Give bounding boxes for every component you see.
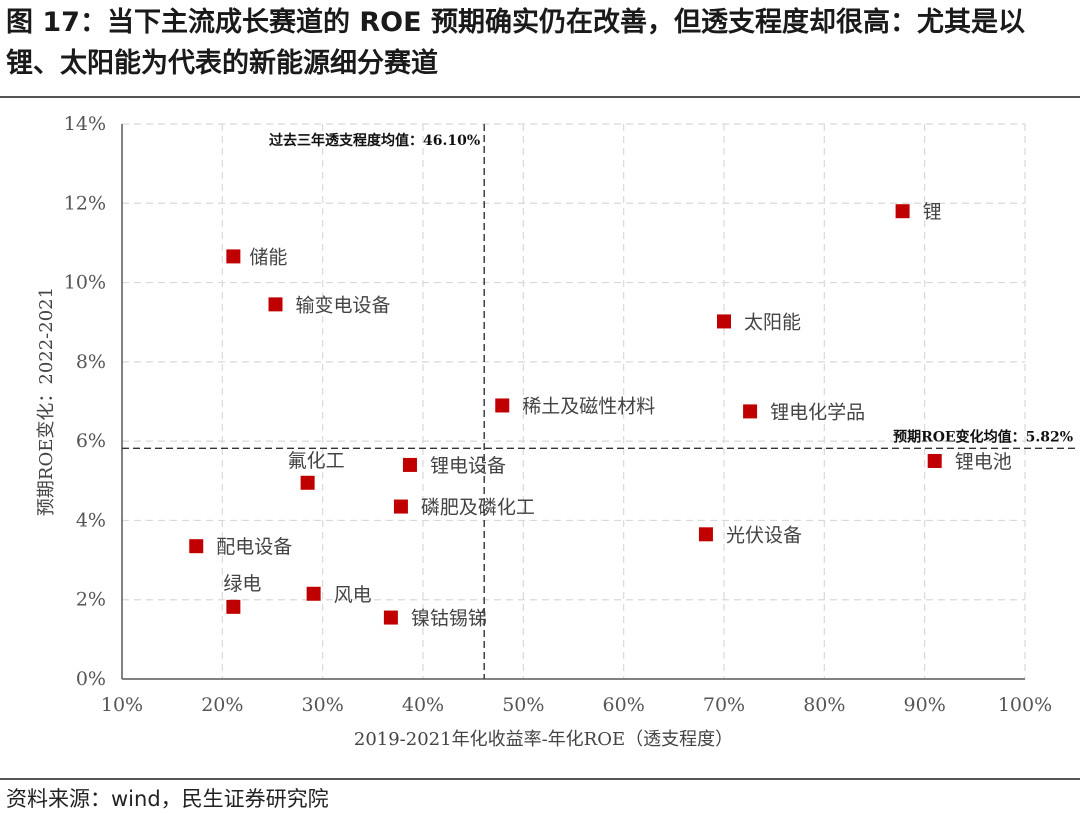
x-mean-label: 过去三年透支程度均值：46.10% [269,132,480,149]
data-point-label: 氟化工 [288,450,345,472]
data-point-label: 镍钴锡锑 [411,608,487,630]
data-point-label: 太阳能 [744,311,801,333]
data-point-marker [743,404,758,419]
data-point-marker [383,610,398,625]
x-tick-label: 50% [502,694,544,716]
data-point-marker [226,599,241,614]
y-tick-label: 0% [76,668,106,690]
figure-title: 图 17：当下主流成长赛道的 ROE 预期确实仍在改善，但透支程度却很高：尤其是… [6,7,1025,79]
x-tick-label: 30% [302,694,344,716]
data-point-marker [300,475,315,490]
data-point-marker [268,297,283,312]
grid-lines [122,123,1026,679]
data-point-label: 锂电化学品 [770,401,865,423]
y-tick-label: 4% [76,509,106,531]
y-axis-title: 预期ROE变化：2022-2021 [36,287,57,516]
data-point-label: 稀土及磁性材料 [522,395,655,417]
data-point-label: 锂电设备 [430,455,506,477]
y-tick-label: 8% [76,351,106,373]
data-point-label: 锂电池 [955,451,1012,473]
scatter-chart: 0% 2% 4% 6% 8% 10% 12% 14% 10% 20% 30% 40% 50% 60% 70%… [36,113,1075,750]
data-point-label: 储能 [249,246,287,268]
y-tick-label: 10% [64,272,106,294]
x-tick-label: 40% [402,694,444,716]
y-tick-label: 6% [76,430,106,452]
x-tick-label: 70% [703,694,745,716]
x-tick-label: 90% [904,694,946,716]
y-tick-label: 14% [64,113,106,135]
data-point-marker [393,499,408,514]
x-tick-label: 100% [998,694,1052,716]
x-tick-label: 80% [803,694,845,716]
data-point-marker [717,314,731,329]
data-point-marker [189,539,204,554]
y-tick-label: 12% [64,192,106,214]
x-axis-title: 2019-2021年化收益率-年化ROE（透支程度） [354,729,733,750]
data-point-label: 磷肥及磷化工 [421,497,535,519]
data-point-marker [306,586,321,601]
data-point-marker [698,527,713,542]
x-tick-label: 60% [603,694,645,716]
source-note: 资料来源：wind，民生证券研究院 [6,787,329,811]
data-point-label: 绿电 [223,573,261,595]
data-point-marker [402,457,417,472]
axes: 0% 2% 4% 6% 8% 10% 12% 14% 10% 20% 30% 40% 50% 60% 70%… [64,113,1052,716]
data-point-label: 风电 [334,584,372,606]
data-point-marker [927,453,942,468]
data-point-label: 输变电设备 [296,294,391,316]
data-point-marker [226,249,241,264]
data-point-marker [895,204,910,219]
data-point-label: 配电设备 [216,536,292,558]
data-point-label: 光伏设备 [726,524,802,546]
y-mean-label: 预期ROE变化均值：5.82% [893,428,1073,445]
top-divider [0,96,1080,98]
reference-lines: 过去三年透支程度均值：46.10% 预期ROE变化均值：5.82% [122,124,1075,679]
x-tick-label: 10% [101,694,143,716]
bottom-divider [0,778,1080,780]
data-point-label: 锂 [923,201,942,223]
x-tick-label: 20% [201,694,243,716]
data-point-marker [495,398,510,413]
y-tick-label: 2% [76,589,106,611]
